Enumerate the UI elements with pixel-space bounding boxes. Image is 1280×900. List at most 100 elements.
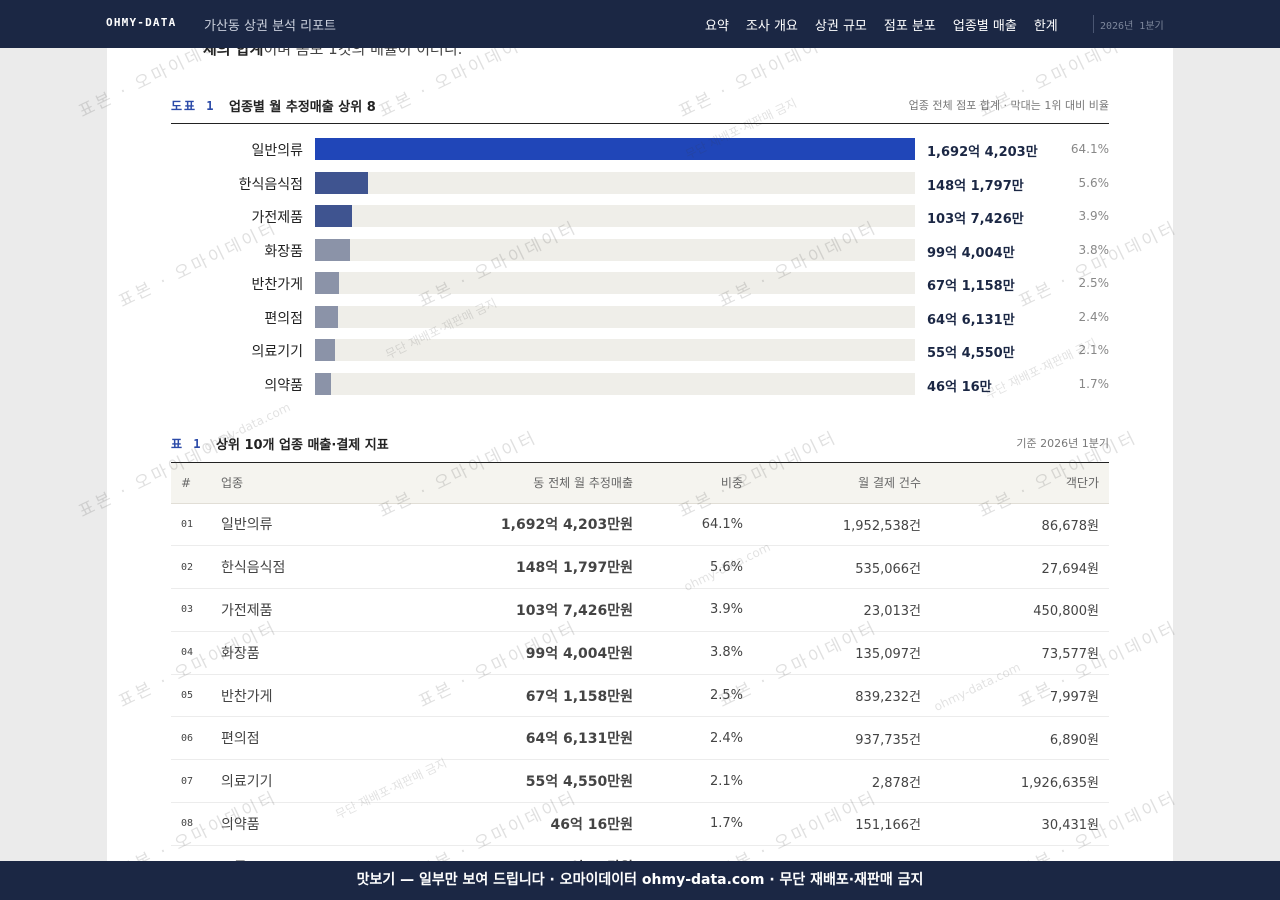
cell-transactions: 839,232건 <box>743 674 921 718</box>
col-transactions: 월 결제 건수 <box>743 463 921 504</box>
bar-category-label: 가전제품 <box>251 210 303 226</box>
cell-rank: 03 <box>171 588 221 632</box>
nav-market-size[interactable]: 상권 규모 <box>814 19 867 34</box>
figure-tag: 도표 1 <box>171 99 216 113</box>
cell-rank: 05 <box>171 674 221 718</box>
bar-value-label: 103억 7,426만 <box>927 212 1024 227</box>
bar-share-label: 64.1% <box>1070 142 1109 156</box>
bar-track <box>315 205 915 227</box>
cell-industry: 의료기기 <box>221 759 421 804</box>
nav-limitations[interactable]: 한계 <box>1033 19 1058 34</box>
bar-row: 화장품 99억 4,004만 3.8% <box>171 238 1110 261</box>
intro-bold: 체의 합계 <box>203 48 264 58</box>
cell-monthly-sales: 1,692억 4,203만원 <box>421 503 633 547</box>
bar-track <box>315 138 915 160</box>
table-row: 04 화장품 99억 4,004만원 3.8% 135,097건 73,577원 <box>171 631 1109 675</box>
figure-header: 도표 1 업종별 월 추정매출 상위 8 업종 전체 점포 합계 · 막대는 1… <box>171 96 1109 124</box>
sales-bar-chart: 일반의류 1,692억 4,203만 64.1% 한식음식점 148억 1,797만 5.… <box>171 138 1109 408</box>
cell-rank: 07 <box>171 759 221 804</box>
bar-share-label: 3.9% <box>1078 209 1110 223</box>
bar-category-label: 화장품 <box>264 243 303 260</box>
table-row: 07 의료기기 55억 4,550만원 2.1% 2,878건 1,926,635원 <box>171 759 1109 804</box>
report-title: 가산동 상권 분석 리포트 <box>204 19 336 34</box>
bar-value-label: 55억 4,550만 <box>927 346 1015 361</box>
cell-transactions: 1,952,538건 <box>743 503 921 547</box>
table-header-row: # 업종 동 전체 월 추정매출 비중 월 결제 건수 객단가 <box>171 463 1109 504</box>
bar-row: 반찬가게 67억 1,158만 2.5% <box>171 272 1109 294</box>
bar-category-label: 편의점 <box>264 310 303 327</box>
bar-track <box>315 339 915 361</box>
bar-row: 의료기기 55억 4,550만 2.1% <box>171 339 1109 361</box>
table-tag: 표 1 <box>171 437 203 451</box>
cell-transactions: 135,097건 <box>743 631 921 675</box>
cell-transactions: 937,735건 <box>743 716 921 761</box>
cell-monthly-sales: 148억 1,797만원 <box>421 545 633 590</box>
cell-share: 3.9% <box>633 588 743 632</box>
cell-share: 64.1% <box>633 503 743 547</box>
nav-divider <box>1093 15 1094 33</box>
table-row: 08 의약품 46억 16만원 1.7% 151,166건 30,431원 <box>171 802 1109 846</box>
table-row: 01 일반의류 1,692억 4,203만원 64.1% 1,952,538건 86,67… <box>171 503 1109 547</box>
cell-industry: 반찬가게 <box>221 674 421 718</box>
cell-industry: 화장품 <box>221 631 421 675</box>
bar <box>315 205 352 227</box>
nav-summary[interactable]: 요약 <box>705 19 729 34</box>
cell-share: 2.1% <box>633 759 743 804</box>
cell-share: 5.6% <box>633 545 743 590</box>
col-share: 비중 <box>633 463 743 504</box>
table-row: 06 편의점 64억 6,131만원 2.4% 937,735건 6,890원 <box>171 716 1109 761</box>
cell-share: 2.5% <box>633 674 743 718</box>
bar-share-label: 3.8% <box>1078 242 1110 257</box>
col-industry: 업종 <box>221 463 421 504</box>
cell-share: 3.8% <box>633 631 743 675</box>
bar-value-label: 148억 1,797만 <box>927 178 1024 194</box>
bar-track <box>315 238 915 261</box>
bar-value-label: 64억 6,131만 <box>927 312 1015 328</box>
bar-value-label: 99억 4,004만 <box>927 245 1015 261</box>
table-body: 01 일반의류 1,692억 4,203만원 64.1% 1,952,538건 86,67… <box>171 503 1109 889</box>
cell-avg-ticket: 86,678원 <box>921 503 1109 547</box>
table-row: 05 반찬가게 67억 1,158만원 2.5% 839,232건 7,997원 <box>171 674 1109 718</box>
bar-share-label: 2.4% <box>1078 309 1110 324</box>
cell-share: 2.4% <box>633 716 743 761</box>
bar-track <box>315 372 915 395</box>
cell-monthly-sales: 55억 4,550만원 <box>421 759 633 804</box>
cell-monthly-sales: 46억 16만원 <box>421 802 633 846</box>
table-note: 기준 2026년 1분기 <box>1016 437 1109 450</box>
nav-sales-by-industry[interactable]: 업종별 매출 <box>952 19 1017 34</box>
cell-avg-ticket: 30,431원 <box>921 802 1109 846</box>
cell-rank: 01 <box>171 503 221 547</box>
brand-logo[interactable]: OHMY-DATA <box>106 16 177 29</box>
bar-row: 일반의류 1,692억 4,203만 64.1% <box>171 138 1109 160</box>
col-avg-ticket: 객단가 <box>921 463 1109 504</box>
figure-note: 업종 전체 점포 합계 · 막대는 1위 대비 비율 <box>908 99 1109 112</box>
bar-row: 한식음식점 148억 1,797만 5.6% <box>171 171 1109 194</box>
bar-category-label: 의료기기 <box>251 344 303 360</box>
col-monthly-sales: 동 전체 월 추정매출 <box>421 463 633 504</box>
report-period: 2026년 1분기 <box>1100 21 1164 32</box>
bar-category-label: 의약품 <box>264 377 303 394</box>
bar-track <box>315 171 915 194</box>
nav-survey-overview[interactable]: 조사 개요 <box>745 19 798 34</box>
preview-banner: 맛보기 — 일부만 보여 드립니다 · 오마이데이터 ohmy-data.com… <box>0 861 1280 900</box>
bar <box>315 339 335 361</box>
cell-transactions: 2,878건 <box>743 759 921 804</box>
bar-row: 가전제품 103억 7,426만 3.9% <box>171 205 1109 227</box>
cell-industry: 일반의류 <box>221 503 421 547</box>
cell-transactions: 535,066건 <box>743 545 921 590</box>
nav-store-distribution[interactable]: 점포 분포 <box>883 19 936 34</box>
cell-industry: 의약품 <box>221 802 421 846</box>
report-page: 체의 합계이며 몸보 1것의 배율이 이러니. 도표 1 업종별 월 추정매출 … <box>107 48 1173 900</box>
bar-category-label: 반찬가게 <box>251 277 303 293</box>
table-title: 상위 10개 업종 매출·결제 지표 <box>216 438 389 453</box>
cell-industry: 가전제품 <box>221 588 421 632</box>
cell-avg-ticket: 73,577원 <box>921 631 1109 675</box>
cell-rank: 02 <box>171 545 221 590</box>
bar-row: 편의점 64억 6,131만 2.4% <box>171 305 1110 328</box>
bar <box>315 272 339 294</box>
bar-row: 의약품 46억 16만 1.7% <box>171 372 1109 395</box>
bar <box>315 171 368 194</box>
bar-category-label: 한식음식점 <box>238 176 303 193</box>
cell-avg-ticket: 1,926,635원 <box>921 759 1109 804</box>
cell-avg-ticket: 7,997원 <box>921 674 1109 718</box>
